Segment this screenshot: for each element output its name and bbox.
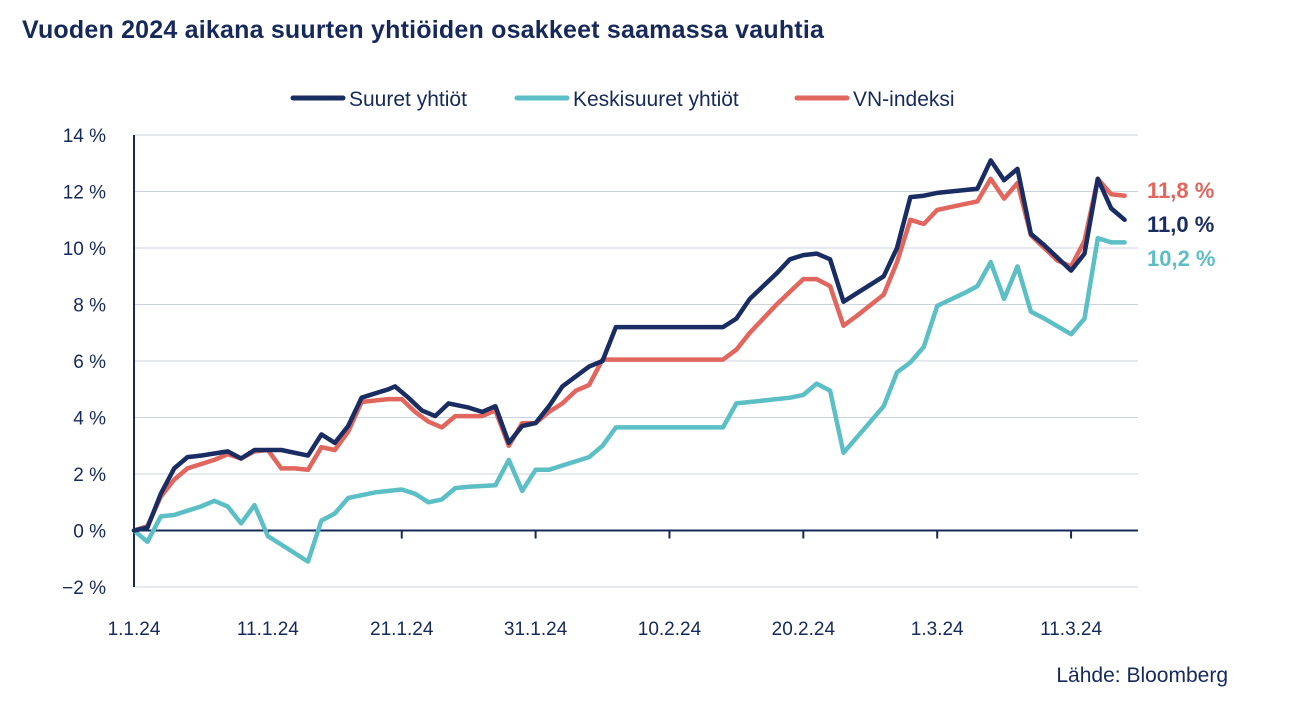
series-line-suuret-yhti-t <box>131 158 1127 533</box>
x-tick-label: 1.1.24 <box>108 619 161 640</box>
legend-label: VN-indeksi <box>853 88 955 111</box>
y-tick-label: 4 % <box>73 409 106 430</box>
end-label: 11,8 % <box>1147 178 1214 203</box>
y-tick-label: 10 % <box>63 239 106 260</box>
y-tick-label: 14 % <box>63 126 106 147</box>
end-label: 10,2 % <box>1147 246 1216 271</box>
axes <box>133 135 1138 587</box>
series-lines <box>131 158 1127 564</box>
x-tick-label: 11.3.24 <box>1040 619 1102 640</box>
y-tick-label: 6 % <box>73 352 106 373</box>
gridlines <box>134 134 1138 588</box>
x-tick-label: 31.1.24 <box>504 619 568 640</box>
y-tick-label: 2 % <box>73 465 106 486</box>
series-line-vn-indeksi <box>131 176 1127 533</box>
x-tick-label: 20.2.24 <box>772 619 836 640</box>
source-note: Lähde: Bloomberg <box>1056 664 1228 687</box>
legend: Suuret yhtiöt Keskisuuret yhtiöt VN-indeks… <box>290 88 955 111</box>
y-axis-ticks: 14 % 12 % 10 % 8 % 6 % 4 % 2 % 0 % −2 % <box>62 126 106 599</box>
y-tick-label: −2 % <box>62 578 106 599</box>
x-axis-ticks: 1.1.24 11.1.24 21.1.24 31.1.24 10.2.24 20.2.2… <box>108 530 1102 640</box>
x-tick-label: 10.2.24 <box>638 619 702 640</box>
chart-title: Vuoden 2024 aikana suurten yhtiöiden osa… <box>22 16 825 44</box>
legend-label: Keskisuuret yhtiöt <box>573 88 739 111</box>
end-label: 11,0 % <box>1147 212 1214 237</box>
x-tick-label: 21.1.24 <box>370 619 434 640</box>
y-tick-label: 12 % <box>63 183 106 204</box>
x-tick-label: 11.1.24 <box>237 619 299 640</box>
series-line-keskisuuret-yhti-t <box>131 235 1127 564</box>
y-tick-label: 0 % <box>73 522 106 543</box>
y-tick-label: 8 % <box>73 296 106 317</box>
end-labels: 11,8 % 11,0 % 10,2 % <box>1147 178 1216 271</box>
x-tick-label: 1.3.24 <box>911 619 964 640</box>
legend-label: Suuret yhtiöt <box>349 88 467 111</box>
